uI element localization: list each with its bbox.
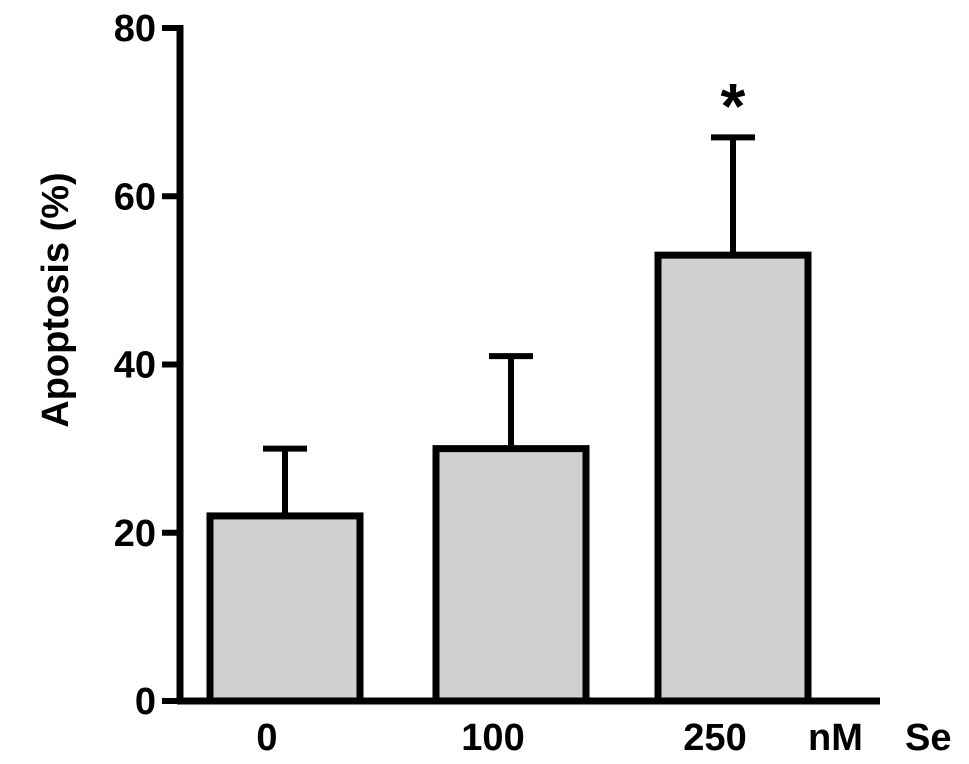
y-tick-label: 40 [114,345,156,387]
bar-100 [432,445,590,705]
y-tick-label: 80 [114,8,156,50]
y-axis-title: Apoptosis (%) [35,172,77,427]
bar-250 [654,251,812,705]
x-unit-label: nM [808,717,863,759]
x-tick-label: 0 [256,717,277,759]
error-bars [263,134,755,516]
x-substance-label: Se [905,717,951,759]
significance-marker: * [721,70,746,142]
bars [206,251,812,705]
y-tick-label: 20 [114,513,156,555]
x-tick-label: 250 [683,717,746,759]
bar-0 [206,512,364,705]
x-tick-label: 100 [461,717,524,759]
y-tick-label: 0 [135,681,156,723]
y-tick-label: 60 [114,176,156,218]
labels: 0 20 40 60 80 0 100 250 nM Se * [114,8,952,759]
